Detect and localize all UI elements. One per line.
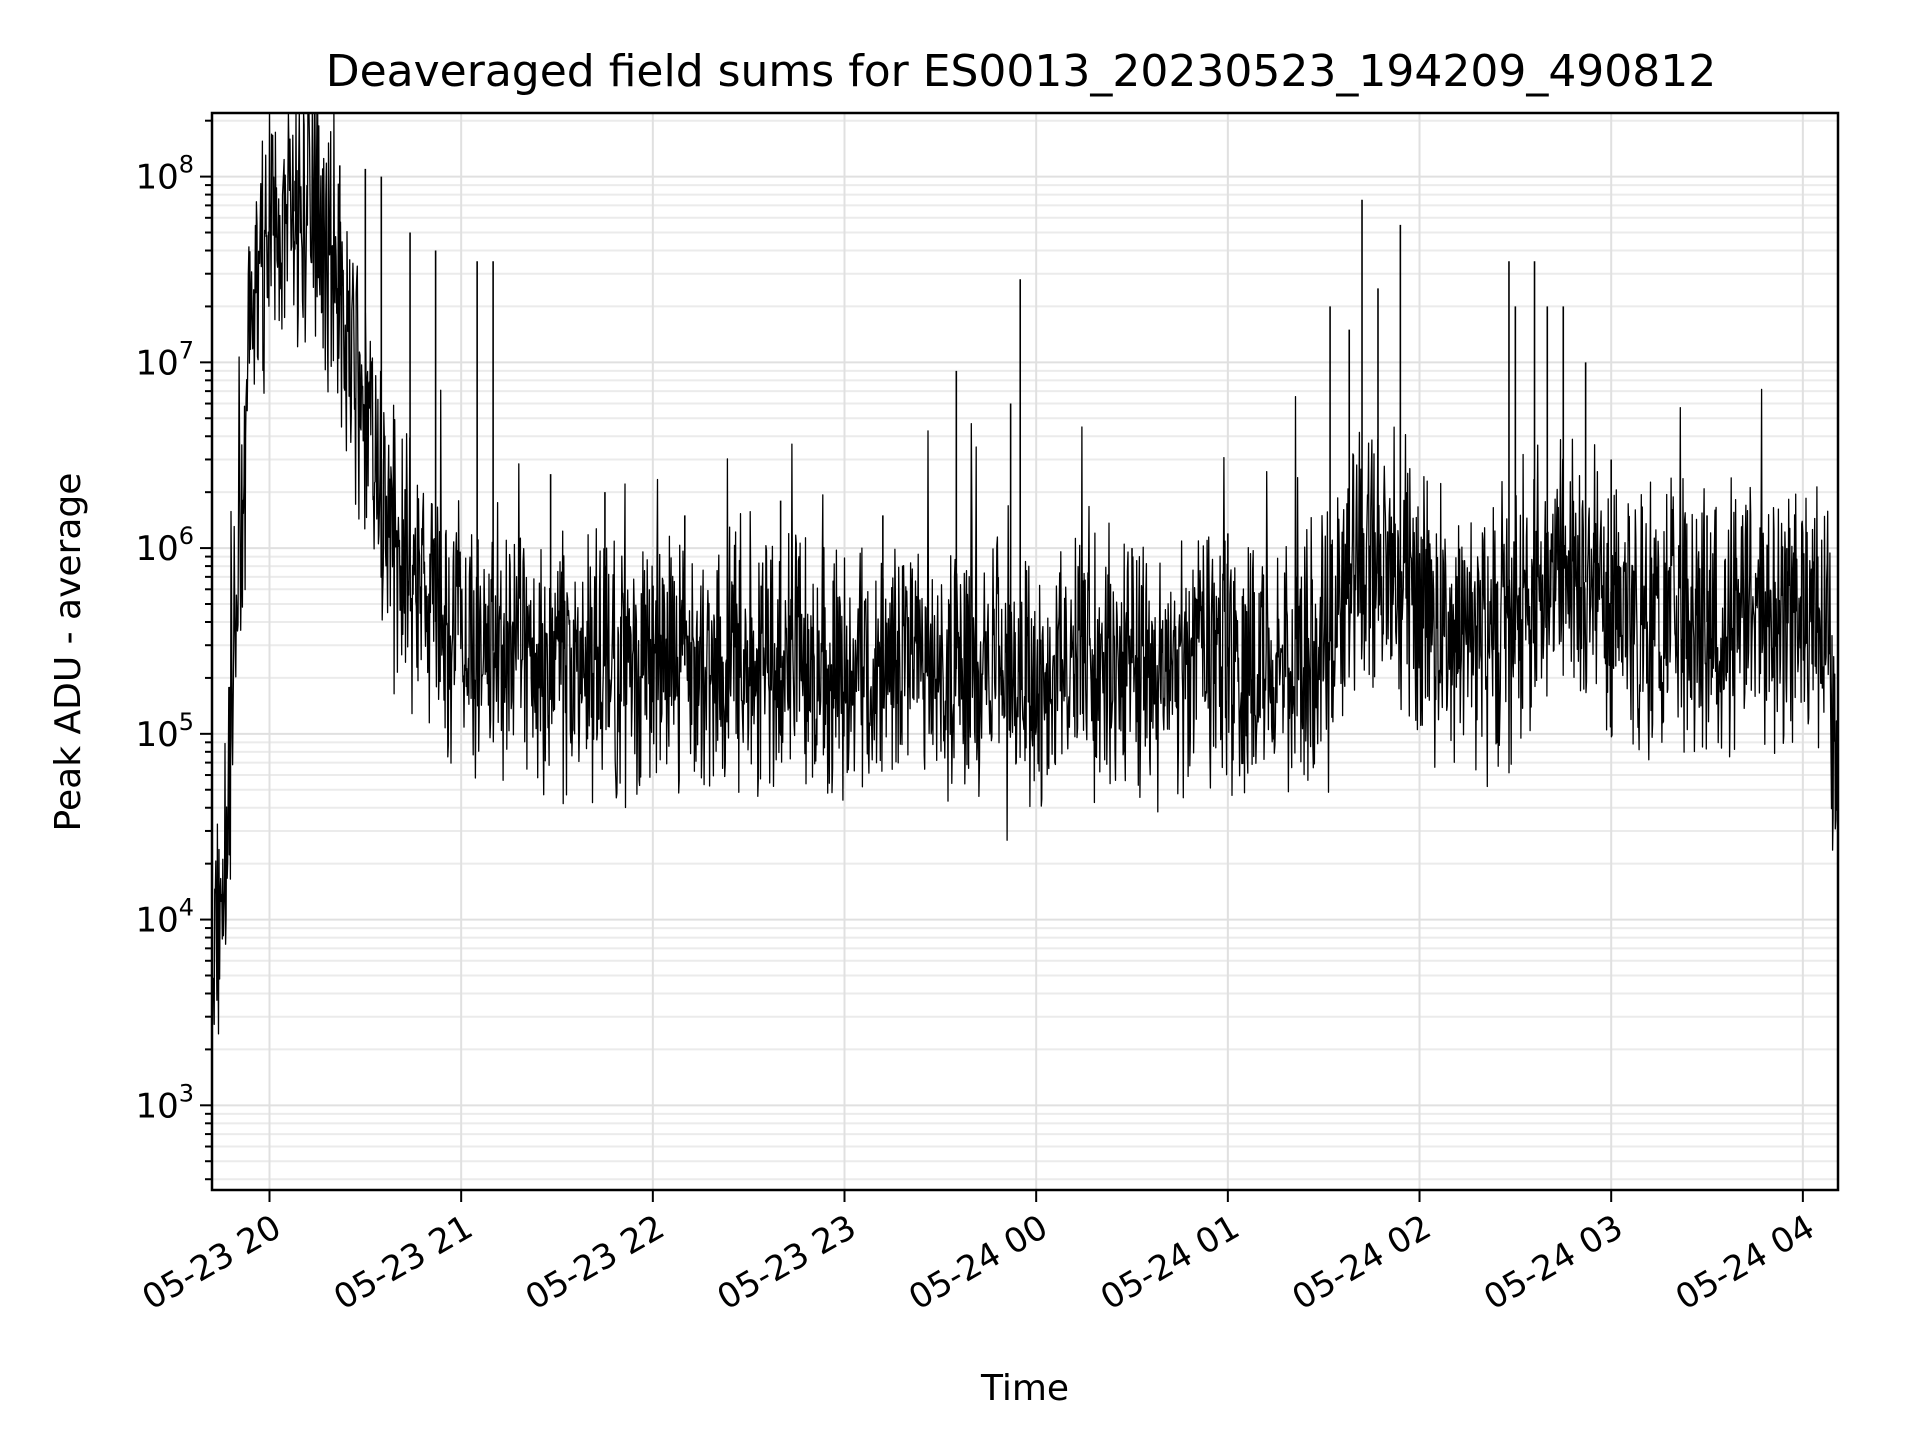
x-tick-label: 05-24 00	[902, 1207, 1054, 1318]
x-tick-label: 05-23 23	[711, 1207, 863, 1318]
y-tick-label: 105	[135, 708, 194, 755]
plot-frame	[210, 111, 1840, 1192]
x-axis-label: Time	[980, 1368, 1069, 1409]
x-axis: 05-23 20 05-23 21 05-23 22 05-23 23 05-24 00…	[136, 1190, 1821, 1318]
grid	[212, 113, 1838, 1190]
plot-area	[212, 113, 1838, 1096]
x-tick-label: 05-23 22	[519, 1207, 671, 1318]
y-axis: 103 104 105 106 107 108	[135, 119, 212, 1181]
x-tick-label: 05-24 02	[1286, 1207, 1438, 1318]
y-tick-label: 108	[135, 151, 194, 198]
y-axis-label: Peak ADU - average	[48, 473, 89, 832]
chart-title: Deaveraged field sums for ES0013_2023052…	[326, 46, 1717, 97]
y-tick-label: 103	[135, 1079, 194, 1126]
x-tick-label: 05-24 01	[1094, 1207, 1246, 1318]
x-tick-label: 05-24 04	[1669, 1207, 1821, 1318]
y-tick-label: 104	[135, 894, 194, 941]
data-line	[212, 113, 1838, 1096]
y-tick-label: 107	[135, 336, 194, 383]
x-tick-label: 05-24 03	[1477, 1207, 1629, 1318]
y-tick-label: 106	[135, 522, 194, 569]
x-tick-label: 05-23 21	[327, 1207, 479, 1318]
x-tick-label: 05-23 20	[136, 1207, 288, 1318]
